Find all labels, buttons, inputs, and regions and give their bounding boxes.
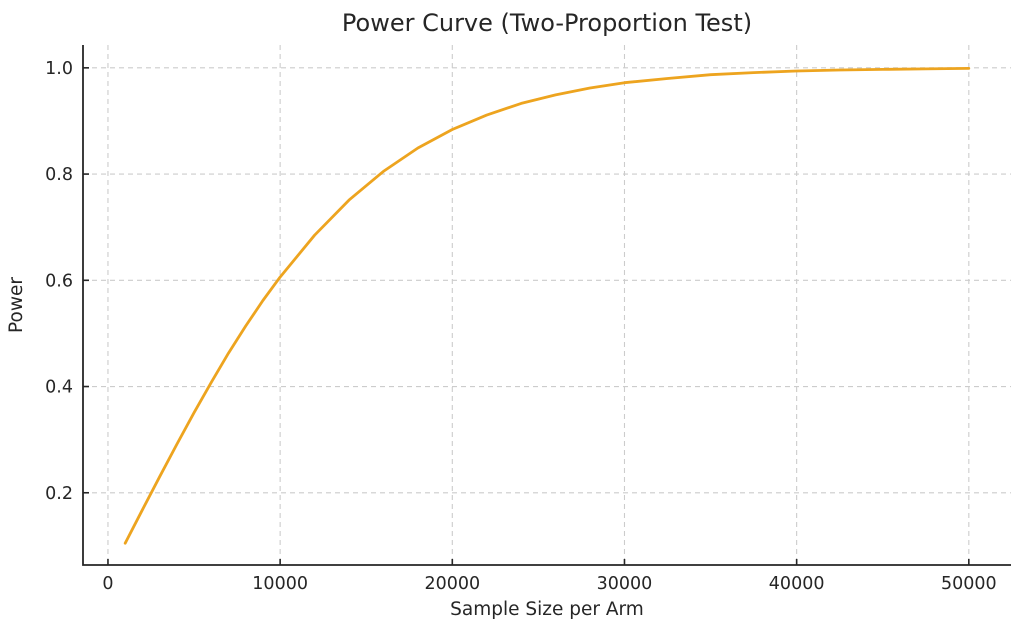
gridlines <box>83 45 1011 565</box>
y-tick-label: 0.8 <box>45 165 73 185</box>
x-tick-label: 40000 <box>769 574 825 594</box>
y-tick-label: 1.0 <box>45 59 73 79</box>
y-axis-label: Power <box>6 277 27 333</box>
tick-labels: 0 10000 20000 30000 40000 50000 0.2 0.4 0.6 0.8 1.… <box>45 59 996 594</box>
axes-spines <box>82 45 1011 566</box>
x-tick-label: 10000 <box>252 574 308 594</box>
x-tick-label: 50000 <box>941 574 997 594</box>
y-tick-label: 0.4 <box>45 378 73 398</box>
x-tick-label: 30000 <box>597 574 653 594</box>
x-tick-label: 0 <box>102 574 113 594</box>
axis-spines-path <box>82 45 1011 566</box>
x-tick-label: 20000 <box>424 574 480 594</box>
series-line-power <box>123 67 971 545</box>
x-axis-label: Sample Size per Arm <box>450 599 644 620</box>
chart-title: Power Curve (Two-Proportion Test) <box>342 9 752 37</box>
tick-marks <box>83 67 970 565</box>
y-tick-label: 0.2 <box>45 484 73 504</box>
power-curve-series <box>123 67 971 545</box>
y-tick-label: 0.6 <box>45 271 73 291</box>
